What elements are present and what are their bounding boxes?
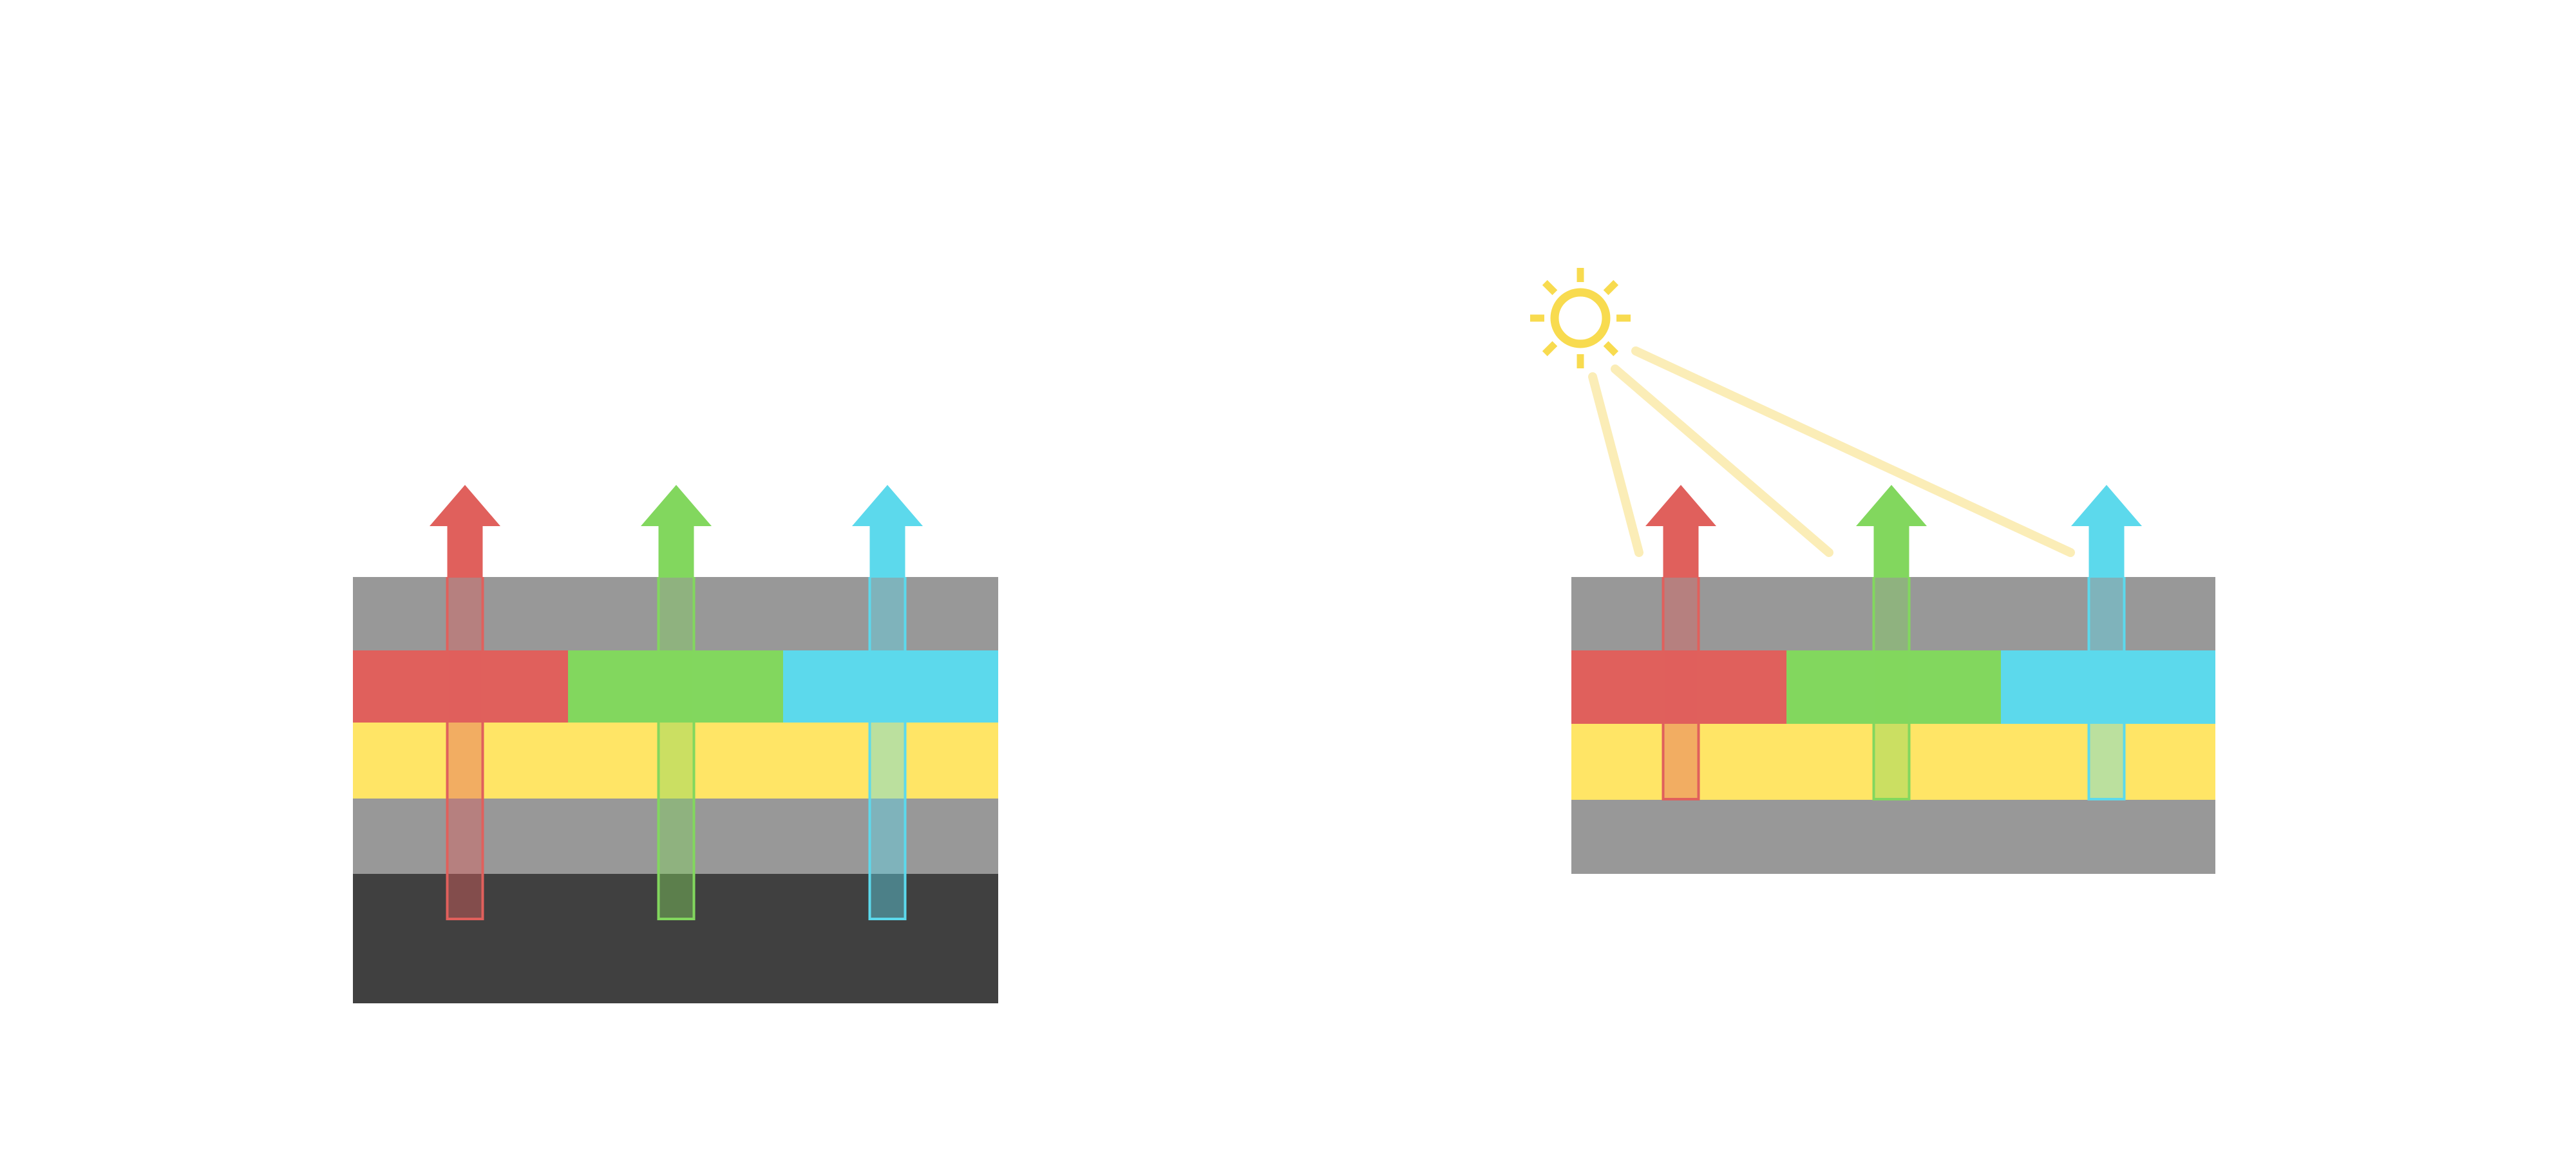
red-light-arrow [1645, 485, 1716, 800]
upper-gray-layer [1571, 577, 2215, 650]
red-arrow-head [430, 485, 500, 578]
sunlight-beam [1611, 364, 1833, 557]
sun-ray [1542, 341, 1558, 357]
blue-arrow-shaft-translucent [868, 577, 907, 920]
red-arrow-head [1645, 485, 1716, 578]
blue-light-arrow [852, 485, 923, 920]
red-arrow-shaft-translucent [446, 577, 484, 920]
sunlight-beam [1631, 346, 2075, 557]
lower-gray-layer [353, 799, 998, 874]
green-light-arrow [641, 485, 712, 920]
green-subpixel-segment [568, 650, 783, 723]
sun-ray [1603, 341, 1619, 357]
dark-substrate-layer [353, 874, 998, 1003]
upper-gray-layer [353, 577, 998, 650]
green-subpixel-segment [1786, 650, 2001, 724]
sunlight-beam [1588, 372, 1643, 557]
red-subpixel-segment [353, 650, 568, 723]
yellow-layer [1571, 724, 2215, 800]
sun-icon [1530, 268, 1631, 368]
lower-gray-layer [1571, 800, 2215, 874]
green-arrow-shaft-translucent [1872, 577, 1911, 800]
blue-light-arrow [2071, 485, 2142, 800]
red-light-arrow [430, 485, 500, 920]
blue-arrow-head [2071, 485, 2142, 578]
green-arrow-head [641, 485, 712, 578]
green-light-arrow [1856, 485, 1927, 800]
red-subpixel-segment [1571, 650, 1786, 724]
blue-subpixel-segment [2001, 650, 2215, 724]
blue-arrow-head [852, 485, 923, 578]
sun-ray [1603, 279, 1619, 296]
sun-rays [1530, 268, 1631, 368]
reflective-display-stack [1530, 268, 2215, 874]
green-arrow-shaft-translucent [657, 577, 696, 920]
sun-disc [1550, 288, 1611, 348]
emissive-display-stack [353, 485, 998, 1003]
green-arrow-head [1856, 485, 1927, 578]
sun-ray [1542, 279, 1558, 296]
blue-subpixel-segment [783, 650, 998, 723]
blue-arrow-shaft-translucent [2087, 577, 2126, 800]
sunlight-beams [1588, 346, 2075, 557]
yellow-layer [353, 723, 998, 799]
red-arrow-shaft-translucent [1662, 577, 1700, 800]
